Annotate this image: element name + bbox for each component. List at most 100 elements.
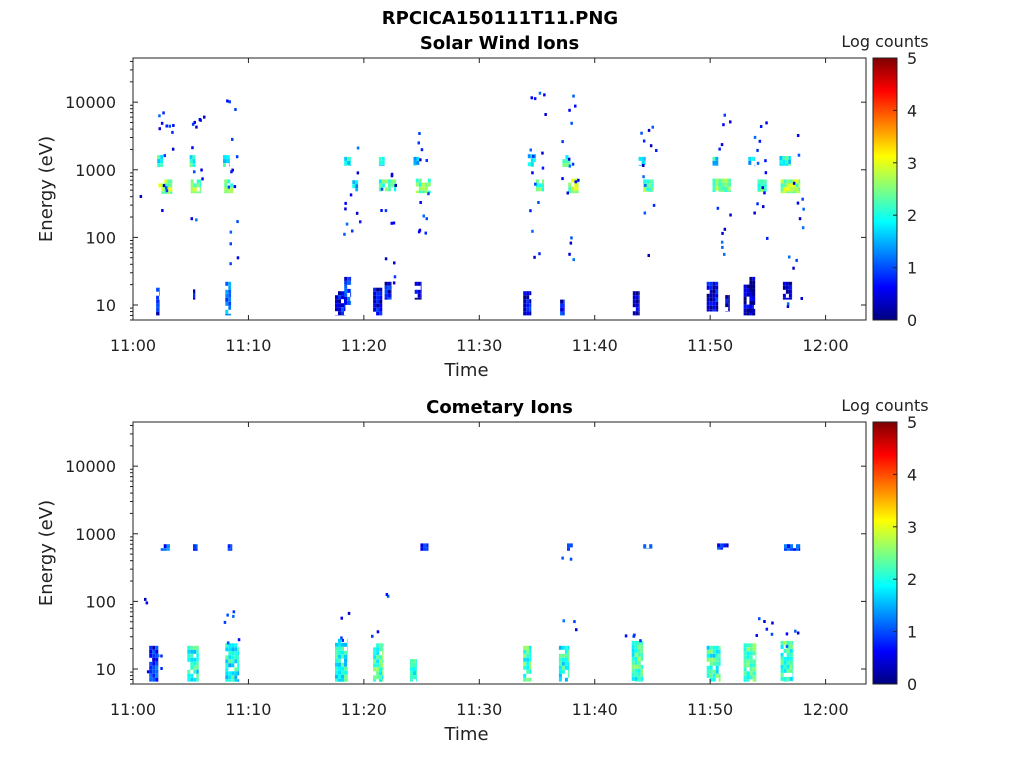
count-cell xyxy=(649,187,653,192)
count-cell xyxy=(706,301,710,306)
count-cell xyxy=(376,303,380,308)
count-cell xyxy=(789,644,793,649)
count-cell xyxy=(152,657,156,662)
count-speck xyxy=(230,170,233,174)
count-speck xyxy=(802,207,805,211)
count-cell xyxy=(718,661,721,666)
count-cell xyxy=(571,190,575,194)
count-cell xyxy=(743,284,747,289)
count-cell xyxy=(529,307,532,312)
count-cell xyxy=(190,191,194,194)
count-cell xyxy=(634,644,638,649)
count-cell xyxy=(167,183,171,188)
count-cell xyxy=(730,190,731,192)
count-cell xyxy=(792,640,794,645)
count-cell xyxy=(558,669,562,674)
count-cell xyxy=(529,669,532,674)
count-cell xyxy=(644,156,646,161)
count-cell xyxy=(341,303,344,308)
count-cell xyxy=(529,311,532,316)
count-cell xyxy=(379,659,383,664)
count-cell xyxy=(780,664,784,669)
count-cell xyxy=(718,677,721,682)
count-cell xyxy=(718,657,721,662)
count-cell xyxy=(789,652,793,657)
count-cell xyxy=(376,667,380,672)
count-cell xyxy=(347,646,348,651)
count-cell xyxy=(190,661,194,666)
count-cell xyxy=(788,164,791,166)
count-cell xyxy=(752,300,756,305)
count-cell xyxy=(564,657,568,662)
count-speck xyxy=(341,638,344,642)
count-cell xyxy=(752,288,756,293)
count-cell xyxy=(376,307,380,312)
count-cell xyxy=(170,183,173,188)
count-cell xyxy=(344,666,347,671)
count-speck xyxy=(788,255,791,259)
count-cell xyxy=(780,672,784,677)
count-cell xyxy=(792,676,794,681)
count-cell xyxy=(638,156,642,161)
count-cell xyxy=(718,190,722,192)
count-cell xyxy=(795,191,799,194)
count-cell xyxy=(751,156,755,161)
count-cell xyxy=(347,650,348,655)
count-cell xyxy=(338,642,341,647)
count-cell xyxy=(523,295,527,300)
count-cell xyxy=(416,679,417,682)
count-cell xyxy=(347,670,348,675)
count-cell xyxy=(643,191,647,192)
count-cell xyxy=(149,661,153,666)
count-cell xyxy=(376,663,380,668)
count-cell xyxy=(393,187,397,192)
count-cell xyxy=(634,660,638,665)
count-cell xyxy=(574,182,578,187)
count-cell xyxy=(785,156,789,160)
count-speck xyxy=(425,217,428,221)
count-cell xyxy=(637,664,641,669)
count-cell xyxy=(746,292,750,297)
count-cell xyxy=(538,183,542,188)
count-cell xyxy=(187,673,191,678)
count-cell xyxy=(712,309,716,312)
count-speck xyxy=(386,594,390,598)
count-speck xyxy=(344,201,347,205)
count-cell xyxy=(410,679,413,682)
count-cell xyxy=(638,307,640,312)
y-axis-label: Energy (eV) xyxy=(36,500,57,606)
count-speck xyxy=(168,124,171,128)
count-cell xyxy=(715,653,719,658)
count-speck xyxy=(753,135,757,139)
x-tick-label: 12:00 xyxy=(803,700,849,719)
count-cell xyxy=(224,191,228,194)
count-cell xyxy=(652,187,654,192)
count-cell xyxy=(529,665,532,670)
count-cell xyxy=(527,154,531,159)
count-cell xyxy=(421,186,425,191)
count-cell xyxy=(752,671,756,676)
count-cell xyxy=(193,297,196,300)
count-cell xyxy=(755,659,757,664)
count-cell xyxy=(755,647,757,652)
count-cell xyxy=(561,665,565,670)
count-cell xyxy=(785,285,789,290)
count-cell xyxy=(341,650,344,655)
count-speck xyxy=(344,207,347,211)
count-cell xyxy=(350,280,352,285)
count-cell xyxy=(786,187,790,192)
count-speck xyxy=(755,634,758,637)
count-cell xyxy=(748,156,752,161)
count-cell xyxy=(529,645,532,650)
count-cell xyxy=(538,187,542,192)
count-cell xyxy=(631,668,635,673)
count-cell xyxy=(193,649,197,654)
count-cell xyxy=(746,659,750,664)
count-cell xyxy=(730,178,731,183)
count-cell xyxy=(416,667,417,672)
count-cell xyxy=(373,659,377,664)
count-cell xyxy=(227,179,231,184)
count-cell xyxy=(341,642,344,647)
count-cell xyxy=(196,653,199,658)
count-speck xyxy=(785,632,789,636)
